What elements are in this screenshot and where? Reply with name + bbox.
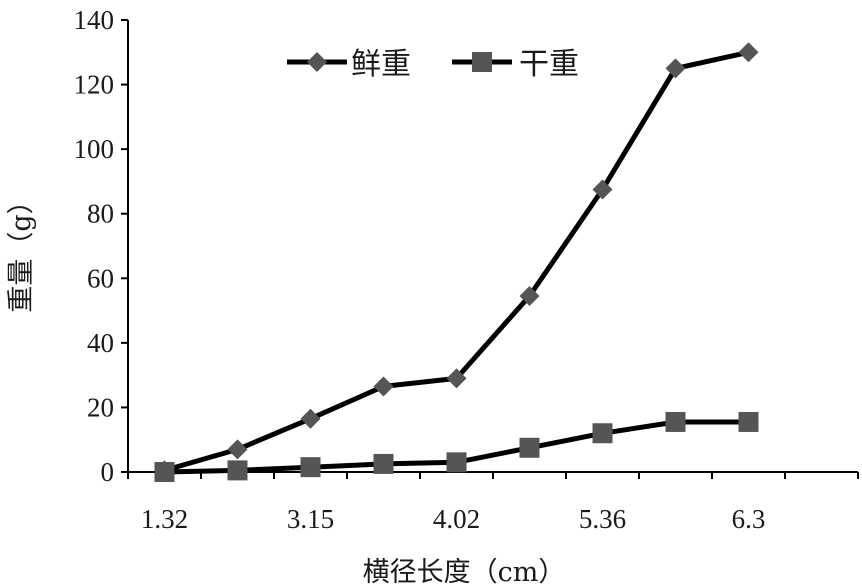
legend-diamond-marker [307, 52, 327, 72]
x-tick-label: 5.36 [579, 504, 626, 534]
y-tick-label: 120 [74, 70, 115, 100]
data-point-diamond [446, 368, 467, 389]
data-point-diamond [665, 58, 686, 79]
data-point-square [519, 437, 540, 458]
legend-label-fresh-weight: 鲜重 [351, 47, 411, 82]
x-axis-ticks: 1.32 3.15 4.02 5.36 6.3 [127, 472, 859, 534]
y-tick-label: 40 [87, 328, 114, 358]
series-group [154, 42, 759, 482]
data-point-square [665, 411, 686, 432]
legend-square-marker [472, 52, 492, 72]
y-tick-label: 140 [74, 5, 115, 35]
legend: 鲜重 干重 [287, 47, 579, 82]
data-point-square [300, 457, 321, 478]
data-point-square [154, 462, 175, 482]
x-tick-label: 1.32 [141, 504, 188, 534]
data-point-diamond [373, 376, 394, 397]
y-tick-label: 60 [87, 263, 114, 293]
data-point-square [592, 423, 613, 444]
data-point-diamond [519, 286, 540, 307]
data-point-square [446, 452, 467, 473]
x-tick-label: 6.3 [732, 504, 766, 534]
data-point-diamond [738, 42, 759, 63]
x-axis-title: 横径长度（cm） [363, 557, 566, 588]
legend-label-dry-weight: 干重 [519, 47, 579, 82]
x-tick-label: 4.02 [433, 504, 480, 534]
x-tick-label: 3.15 [287, 504, 334, 534]
axes [127, 20, 858, 473]
y-tick-label: 100 [74, 134, 115, 164]
data-point-square [738, 411, 759, 432]
data-point-square [373, 453, 394, 474]
y-axis-title: 重量（g） [6, 187, 37, 312]
y-tick-label: 20 [87, 392, 114, 422]
series-line-fresh-weight [163, 49, 750, 473]
y-axis-ticks: 0 20 40 60 80 100 120 140 [74, 5, 128, 487]
data-point-square [227, 460, 248, 481]
data-point-diamond [300, 408, 321, 429]
y-tick-label: 80 [87, 199, 114, 229]
data-point-diamond [227, 439, 248, 460]
y-tick-label: 0 [101, 457, 115, 487]
data-point-diamond [592, 179, 613, 200]
